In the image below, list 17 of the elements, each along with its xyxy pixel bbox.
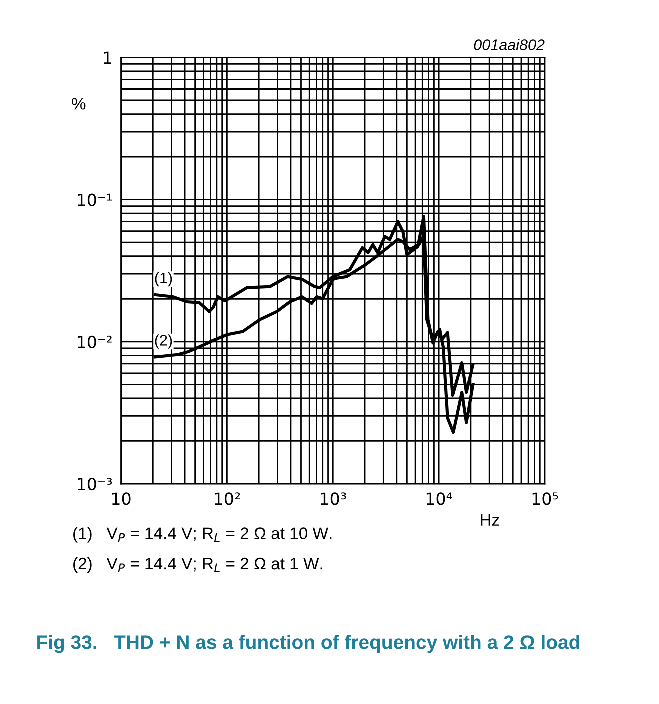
x-tick-label: 10² <box>215 492 240 506</box>
y-tick-label: 10⁻³ <box>78 478 112 491</box>
y-tick-label: 10⁻¹ <box>78 194 112 206</box>
series-label: (2) <box>155 334 172 349</box>
x-tick-label: 10 <box>112 492 131 506</box>
y-tick-label: 1 <box>104 52 112 64</box>
x-tick-label: 10⁵ <box>532 492 558 506</box>
x-tick-label: 10³ <box>321 492 346 506</box>
x-axis-title: Hz <box>481 514 500 526</box>
chart-subtitle: 001aai802 <box>474 39 545 50</box>
y-tick-label: 10⁻² <box>78 336 112 348</box>
text: Fig 33. THD + N as a function of frequency with a 2 Ω load <box>38 635 580 654</box>
series-label: (1) <box>155 272 172 287</box>
text: (1) V$_{P}$ = 14.4 V; R$_{L}$ = 2 Ω at 10 W. <box>74 527 332 543</box>
x-tick-label: 10⁴ <box>426 492 452 506</box>
text: (2) V$_{P}$ = 14.4 V; R$_{L}$ = 2 Ω at 1 W. <box>74 557 322 574</box>
y-axis-title: % <box>72 98 86 110</box>
